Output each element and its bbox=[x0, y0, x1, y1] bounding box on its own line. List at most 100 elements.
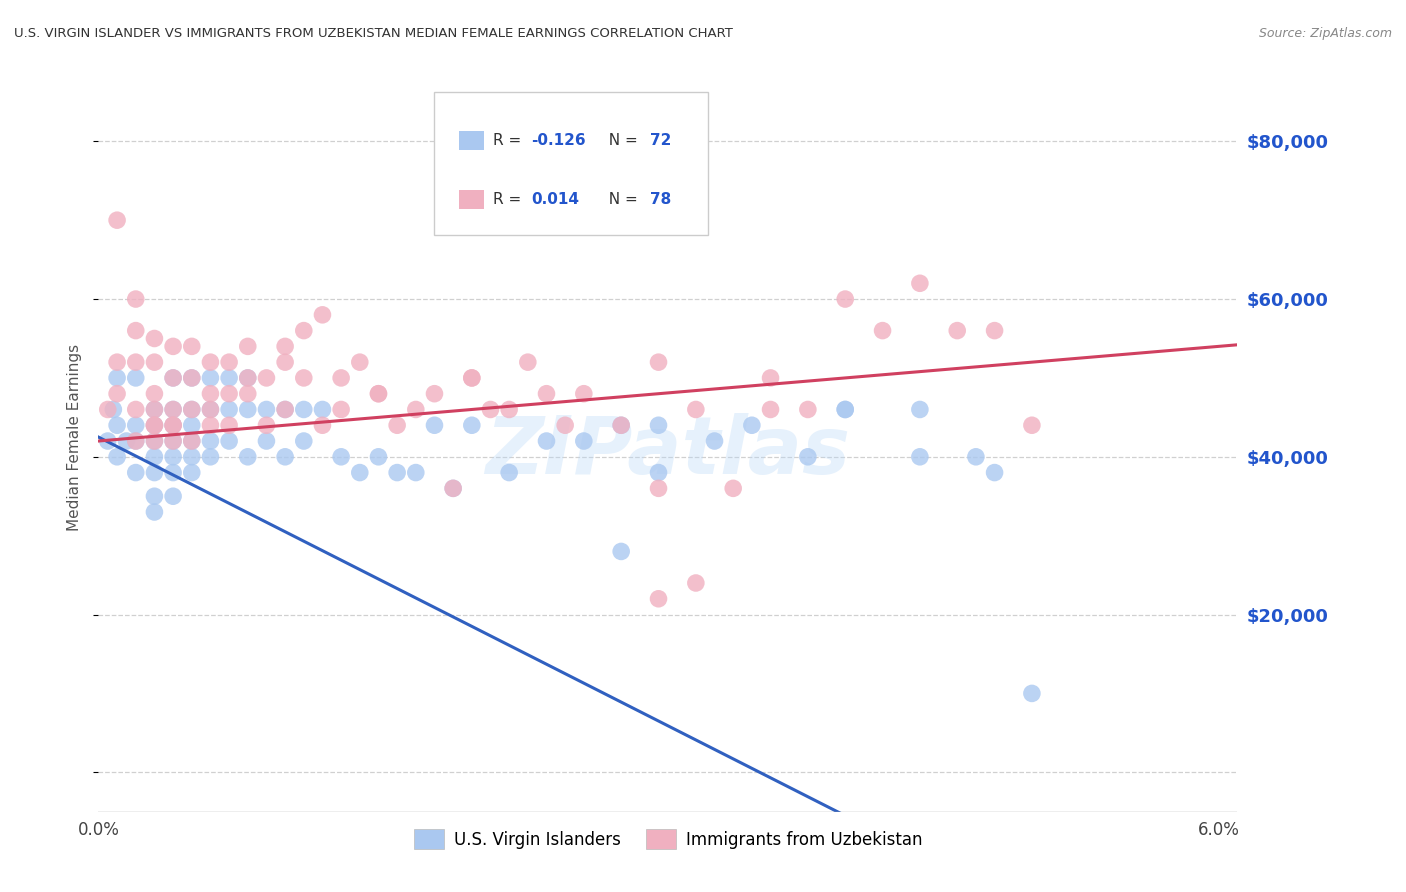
Point bbox=[647, 591, 669, 606]
Legend: U.S. Virgin Islanders, Immigrants from Uzbekistan: U.S. Virgin Islanders, Immigrants from U… bbox=[406, 822, 929, 855]
Point bbox=[536, 434, 558, 448]
Point bbox=[872, 324, 894, 338]
Point bbox=[97, 402, 120, 417]
Point bbox=[292, 371, 315, 385]
Point bbox=[236, 371, 259, 385]
Point bbox=[105, 355, 128, 369]
Point bbox=[125, 292, 148, 306]
Point bbox=[685, 576, 707, 591]
Point bbox=[367, 386, 389, 401]
Point bbox=[256, 402, 278, 417]
Point bbox=[554, 418, 576, 433]
Point bbox=[162, 402, 184, 417]
Point bbox=[256, 371, 278, 385]
Point bbox=[721, 481, 744, 495]
Point bbox=[236, 450, 259, 464]
Point bbox=[125, 355, 148, 369]
Point bbox=[218, 386, 240, 401]
Point bbox=[330, 371, 353, 385]
Point bbox=[236, 339, 259, 353]
Point bbox=[834, 292, 856, 306]
Point bbox=[274, 402, 297, 417]
Point bbox=[423, 386, 446, 401]
Point bbox=[143, 418, 166, 433]
Point bbox=[610, 418, 633, 433]
Point bbox=[162, 402, 184, 417]
Point bbox=[200, 386, 222, 401]
Point bbox=[125, 324, 148, 338]
Text: ZIPatlas: ZIPatlas bbox=[485, 413, 851, 491]
Point bbox=[218, 371, 240, 385]
Point bbox=[143, 418, 166, 433]
Text: Source: ZipAtlas.com: Source: ZipAtlas.com bbox=[1258, 27, 1392, 40]
Point bbox=[572, 386, 595, 401]
Point bbox=[292, 434, 315, 448]
Point bbox=[115, 434, 138, 448]
Point bbox=[1021, 686, 1043, 700]
Point bbox=[105, 213, 128, 227]
Point bbox=[441, 481, 464, 495]
Text: N =: N = bbox=[599, 192, 643, 207]
Point bbox=[200, 355, 222, 369]
Point bbox=[143, 505, 166, 519]
Point bbox=[516, 355, 538, 369]
Point bbox=[180, 339, 202, 353]
Point bbox=[200, 371, 222, 385]
Point bbox=[685, 402, 707, 417]
Point bbox=[143, 386, 166, 401]
Point bbox=[311, 308, 333, 322]
Point bbox=[218, 402, 240, 417]
Point bbox=[908, 277, 931, 291]
Point bbox=[274, 355, 297, 369]
Point bbox=[143, 489, 166, 503]
Text: -0.126: -0.126 bbox=[531, 133, 586, 148]
Point bbox=[274, 402, 297, 417]
Point bbox=[125, 434, 148, 448]
Point bbox=[180, 402, 202, 417]
Point bbox=[572, 434, 595, 448]
Point bbox=[367, 386, 389, 401]
Point bbox=[97, 434, 120, 448]
Point bbox=[143, 434, 166, 448]
Point bbox=[423, 418, 446, 433]
Point bbox=[200, 418, 222, 433]
Point bbox=[610, 418, 633, 433]
Point bbox=[162, 434, 184, 448]
Point bbox=[162, 339, 184, 353]
Bar bbox=[460, 131, 484, 150]
Point bbox=[983, 324, 1005, 338]
Point bbox=[647, 418, 669, 433]
Point bbox=[180, 466, 202, 480]
Point bbox=[385, 418, 408, 433]
Point bbox=[162, 371, 184, 385]
Point bbox=[367, 450, 389, 464]
Point bbox=[349, 355, 371, 369]
Point bbox=[218, 434, 240, 448]
Point bbox=[143, 466, 166, 480]
Point bbox=[162, 450, 184, 464]
Point bbox=[498, 466, 520, 480]
Point bbox=[834, 402, 856, 417]
Point bbox=[330, 402, 353, 417]
Point bbox=[180, 450, 202, 464]
Point bbox=[180, 418, 202, 433]
Point bbox=[143, 418, 166, 433]
Point bbox=[274, 450, 297, 464]
Point bbox=[256, 418, 278, 433]
Point bbox=[143, 331, 166, 345]
Point bbox=[498, 402, 520, 417]
Point bbox=[236, 371, 259, 385]
Point bbox=[908, 450, 931, 464]
Point bbox=[180, 434, 202, 448]
Point bbox=[461, 418, 484, 433]
Point bbox=[385, 466, 408, 480]
Point bbox=[292, 402, 315, 417]
Point bbox=[125, 371, 148, 385]
Point bbox=[236, 386, 259, 401]
Point bbox=[797, 450, 820, 464]
Text: 0.014: 0.014 bbox=[531, 192, 579, 207]
Point bbox=[143, 355, 166, 369]
Point bbox=[983, 466, 1005, 480]
Point bbox=[105, 371, 128, 385]
Point bbox=[1021, 418, 1043, 433]
